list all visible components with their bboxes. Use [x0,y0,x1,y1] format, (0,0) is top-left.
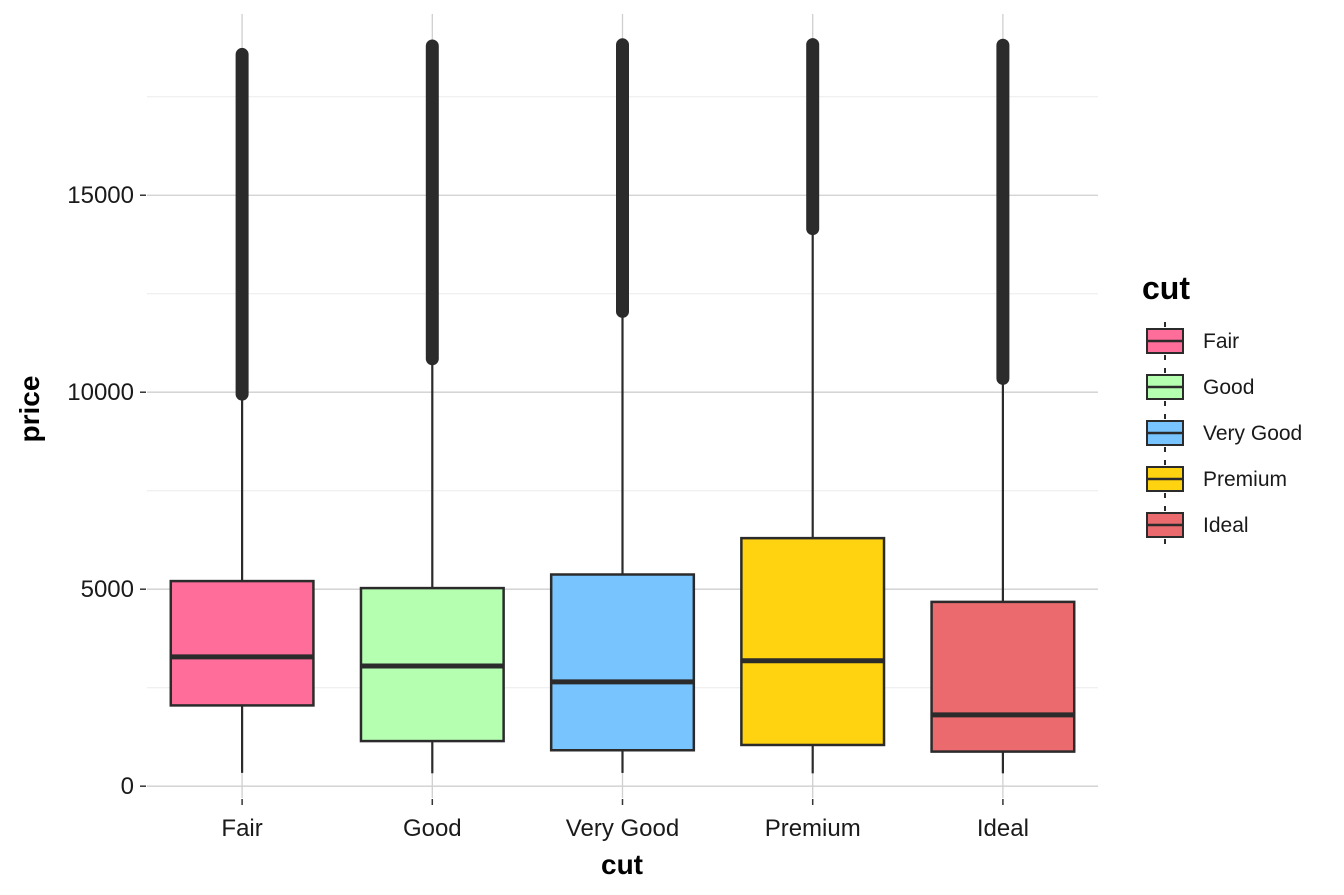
legend-label: Good [1203,376,1254,399]
legend: cut Fair Good Very Good Premium Ideal [1142,270,1302,544]
x-tick-label: Very Good [566,815,679,842]
legend-label: Very Good [1203,422,1302,445]
box-premium [740,38,886,774]
legend-title: cut [1142,270,1190,306]
x-axis: Fair Good Very Good Premium Ideal [221,799,1029,842]
iqr-box [549,573,696,752]
iqr-box [740,536,886,747]
box-very-good [549,38,696,773]
legend-item-premium: Premium [1146,460,1287,498]
x-tick-label: Fair [221,815,262,842]
legend-label: Premium [1203,468,1287,491]
y-axis: 0 5000 10000 15000 [67,182,146,800]
legend-item-ideal: Ideal [1146,506,1249,544]
box-good [359,39,505,774]
box-fair [169,47,315,773]
x-tick-label: Good [403,815,462,842]
iqr-box [169,579,315,707]
box-ideal [930,38,1076,774]
y-tick-label: 10000 [67,379,134,406]
boxplot-series [169,38,1076,774]
legend-item-good: Good [1146,368,1254,406]
x-tick-label: Ideal [977,815,1029,842]
iqr-box [930,600,1076,753]
legend-item-very-good: Very Good [1146,414,1302,452]
x-axis-title: cut [601,849,643,880]
y-axis-title: price [14,376,45,443]
y-tick-label: 15000 [67,182,134,209]
legend-item-fair: Fair [1146,322,1239,360]
legend-label: Fair [1203,330,1239,353]
legend-label: Ideal [1203,514,1249,537]
x-tick-label: Premium [765,815,861,842]
y-tick-label: 0 [121,773,134,800]
y-tick-label: 5000 [81,576,134,603]
